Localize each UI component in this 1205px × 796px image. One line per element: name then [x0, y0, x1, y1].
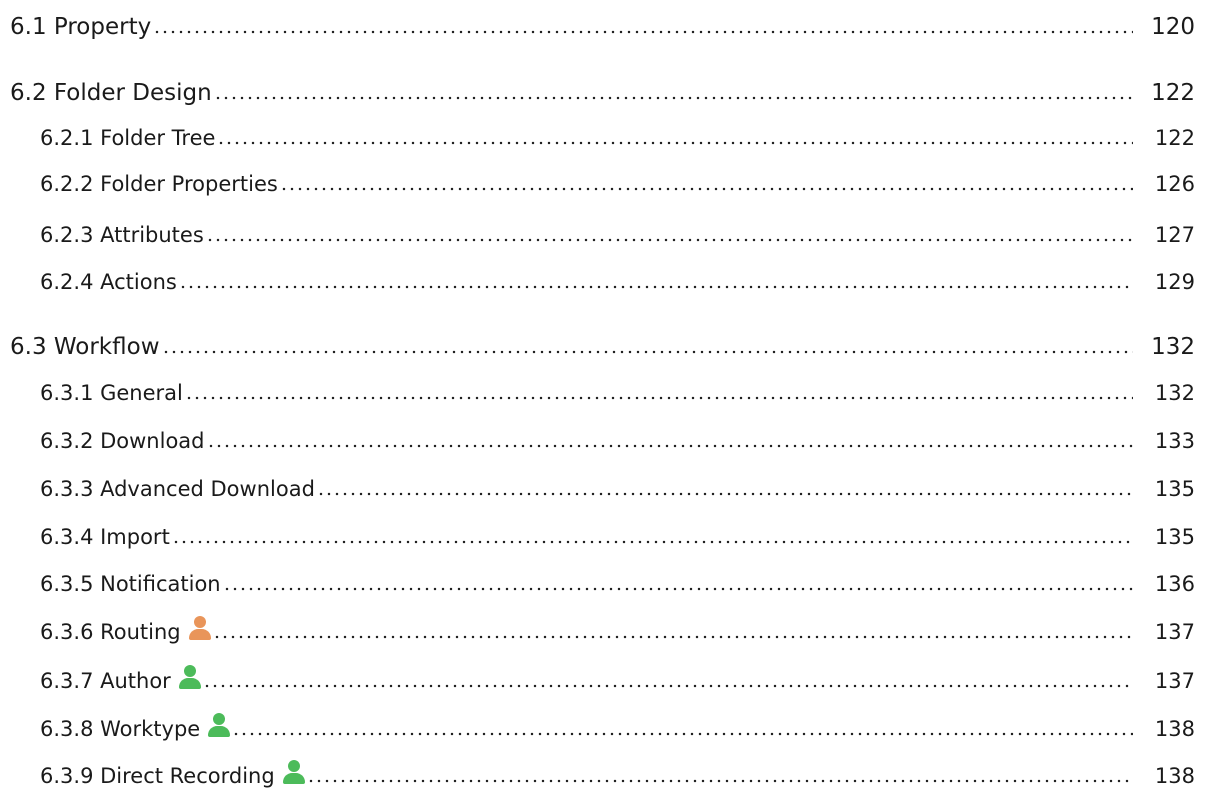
toc-entry-page: 136	[1154, 572, 1195, 596]
toc-entry-page: 122	[1154, 126, 1195, 150]
toc-entry-page: 137	[1154, 620, 1195, 644]
user-icon-head	[287, 760, 300, 772]
toc-entry-6-2-2[interactable]: 6.2.2 Folder Properties 126	[0, 164, 1205, 204]
dot-leader	[184, 373, 1133, 413]
toc-entry-title: 6.2 Folder Design	[10, 80, 212, 106]
toc-entry-page: 138	[1154, 764, 1195, 788]
dot-leader	[222, 564, 1133, 604]
toc-entry-6-2-1[interactable]: 6.2.1 Folder Tree 122	[0, 118, 1205, 158]
dot-leader	[153, 7, 1133, 47]
toc-entry-page: 138	[1154, 717, 1195, 741]
toc-entry-title: 6.3.8 Worktype	[40, 717, 201, 741]
toc-entry-6-2-4[interactable]: 6.2.4 Actions 129	[0, 262, 1205, 302]
toc-entry-6-3-3[interactable]: 6.3.3 Advanced Download 135	[0, 469, 1205, 509]
toc-entry-6-1[interactable]: 6.1 Property 120	[0, 7, 1205, 47]
dot-leader	[217, 118, 1133, 158]
toc-entry-6-2-3[interactable]: 6.2.3 Attributes 127	[0, 215, 1205, 255]
toc-entry-page: 132	[1154, 381, 1195, 405]
toc-entry-6-3-1[interactable]: 6.3.1 General 132	[0, 373, 1205, 413]
dot-leader	[279, 164, 1133, 204]
toc-entry-title: 6.3.7 Author	[40, 669, 171, 693]
toc-entry-6-3-7[interactable]: 6.3.7 Author 137	[0, 661, 1205, 701]
toc-entry-page: 137	[1154, 669, 1195, 693]
toc-entry-title: 6.3.2 Download	[40, 429, 205, 453]
toc-entry-page: 135	[1154, 525, 1195, 549]
dot-leader	[306, 756, 1133, 796]
dot-leader	[316, 469, 1133, 509]
dot-leader	[213, 73, 1133, 113]
user-icon-body	[208, 726, 231, 737]
toc-entry-page: 127	[1154, 223, 1195, 247]
toc-entry-title: 6.3.3 Advanced Download	[40, 477, 315, 501]
toc-entry-page: 133	[1154, 429, 1195, 453]
dot-leader	[232, 709, 1133, 749]
user-icon-head	[183, 665, 196, 677]
toc-entry-title: 6.2.2 Folder Properties	[40, 172, 278, 196]
toc-entry-6-3-2[interactable]: 6.3.2 Download 133	[0, 421, 1205, 461]
toc-entry-title: 6.3.5 Notification	[40, 572, 221, 596]
user-icon-body	[188, 629, 211, 640]
user-icon-body	[178, 678, 201, 689]
dot-leader	[178, 262, 1133, 302]
user-icon-head	[213, 713, 226, 725]
toc-entry-title: 6.3.6 Routing	[40, 620, 181, 644]
toc-entry-6-3-6[interactable]: 6.3.6 Routing 137	[0, 612, 1205, 652]
toc-entry-title: 6.1 Property	[10, 14, 152, 40]
toc-entry-title-wrap: 6.3.7 Author	[40, 661, 201, 701]
toc-entry-page: 126	[1154, 172, 1195, 196]
dot-leader	[161, 327, 1133, 367]
toc-entry-title-wrap: 6.3.8 Worktype	[40, 709, 231, 749]
toc-entry-title: 6.2.3 Attributes	[40, 223, 204, 247]
toc-entry-6-3[interactable]: 6.3 Workflow 132	[0, 327, 1205, 367]
toc-entry-6-2[interactable]: 6.2 Folder Design 122	[0, 73, 1205, 113]
toc-entry-page: 122	[1151, 80, 1195, 106]
toc-entry-title: 6.3.4 Import	[40, 525, 170, 549]
toc-entry-page: 120	[1151, 14, 1195, 40]
toc-entry-title: 6.2.1 Folder Tree	[40, 126, 216, 150]
toc-entry-title: 6.2.4 Actions	[40, 270, 177, 294]
dot-leader	[212, 612, 1133, 652]
dot-leader	[202, 661, 1133, 701]
toc-entry-6-3-9[interactable]: 6.3.9 Direct Recording 138	[0, 756, 1205, 796]
user-icon-head	[193, 616, 206, 628]
dot-leader	[206, 421, 1133, 461]
user-icon-body	[282, 773, 305, 784]
toc-entry-title: 6.3 Workflow	[10, 334, 160, 360]
toc-entry-6-3-8[interactable]: 6.3.8 Worktype 138	[0, 709, 1205, 749]
user-icon	[188, 614, 211, 642]
toc-entry-page: 132	[1151, 334, 1195, 360]
user-icon	[178, 663, 201, 691]
user-icon	[208, 711, 231, 739]
toc-entry-page: 129	[1154, 270, 1195, 294]
dot-leader	[205, 215, 1133, 255]
toc-entry-title-wrap: 6.3.9 Direct Recording	[40, 756, 305, 796]
toc-entry-6-3-5[interactable]: 6.3.5 Notification 136	[0, 564, 1205, 604]
user-icon	[282, 758, 305, 786]
toc-entry-6-3-4[interactable]: 6.3.4 Import 135	[0, 517, 1205, 557]
toc-entry-title-wrap: 6.3.6 Routing	[40, 612, 211, 652]
toc-entry-title: 6.3.1 General	[40, 381, 183, 405]
dot-leader	[171, 517, 1133, 557]
toc-entry-page: 135	[1154, 477, 1195, 501]
toc-entry-title: 6.3.9 Direct Recording	[40, 764, 275, 788]
